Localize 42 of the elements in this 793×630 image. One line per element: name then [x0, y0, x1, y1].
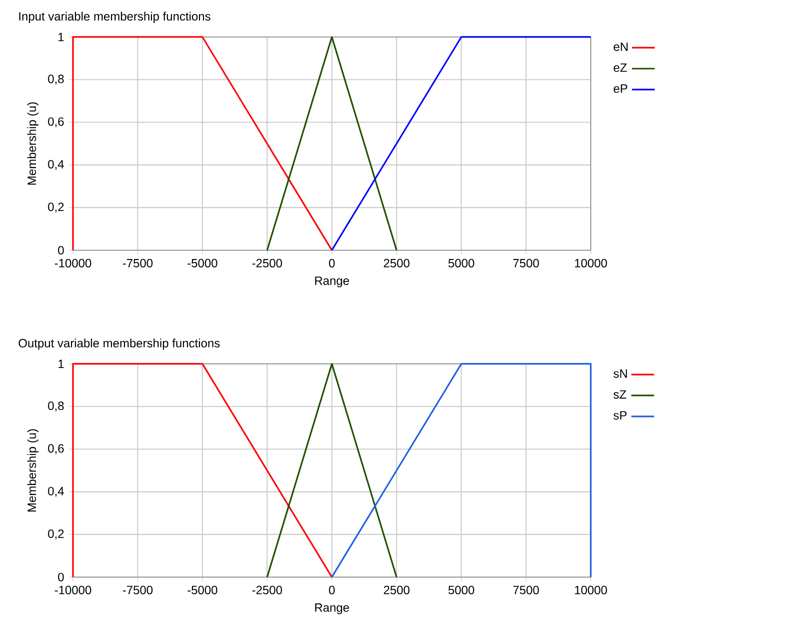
y-axis-title: Membership (u) — [27, 102, 38, 185]
x-tick-label: 10000 — [574, 586, 607, 594]
y-tick-label: 1 — [58, 32, 64, 42]
y-tick-label: 0,4 — [48, 160, 64, 170]
legend-label: sN — [614, 370, 627, 378]
x-tick-label: 5000 — [448, 259, 474, 268]
x-tick-label: -2500 — [252, 586, 282, 594]
x-tick-label: -10000 — [54, 586, 92, 594]
chart-title: Input variable membership functions — [19, 12, 210, 24]
legend-label: sZ — [614, 390, 626, 399]
x-tick-label: -10000 — [54, 259, 92, 268]
y-tick-label: 0 — [58, 246, 64, 255]
x-tick-label: 7500 — [513, 259, 539, 268]
y-tick-label: 0,2 — [48, 202, 64, 213]
legend-label: eZ — [614, 64, 627, 72]
y-tick-label: 0 — [58, 572, 64, 582]
x-tick-label: -5000 — [188, 259, 218, 268]
y-tick-label: 1 — [58, 360, 64, 368]
y-tick-label: 0,8 — [48, 402, 64, 412]
x-tick-label: 5000 — [448, 586, 474, 594]
x-tick-label: -5000 — [188, 586, 218, 594]
legend-label: sP — [614, 411, 627, 420]
x-tick-label: 0 — [328, 586, 335, 594]
y-axis-title: Membership (u) — [27, 429, 38, 512]
legend-label: eN — [614, 42, 628, 52]
chart-title: Output variable membership functions — [18, 338, 220, 350]
x-axis-title: Range — [315, 276, 349, 288]
y-tick-label: 0,2 — [48, 530, 64, 540]
y-tick-label: 0,4 — [48, 486, 64, 497]
x-axis-title: Range — [315, 604, 349, 614]
y-tick-label: 0,6 — [48, 444, 64, 454]
x-tick-label: -2500 — [252, 259, 282, 268]
x-tick-label: -7500 — [122, 586, 153, 594]
x-tick-label: -7500 — [122, 259, 153, 268]
y-tick-label: 0,8 — [48, 74, 64, 85]
x-tick-label: 2500 — [384, 586, 410, 594]
x-tick-label: 10000 — [574, 259, 607, 268]
y-tick-label: 0,6 — [48, 117, 64, 128]
x-tick-label: 0 — [328, 259, 335, 268]
x-tick-label: 2500 — [384, 259, 410, 268]
legend-label: eP — [614, 84, 628, 93]
x-tick-label: 7500 — [513, 586, 539, 594]
